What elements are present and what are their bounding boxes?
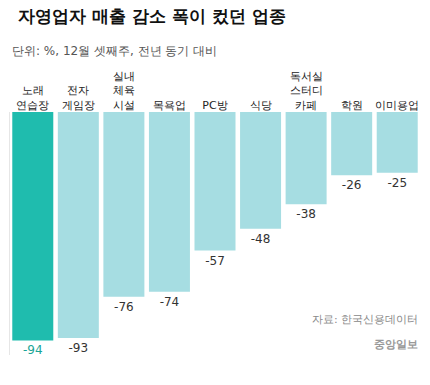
svg-text:이미용업: 이미용업 (375, 99, 419, 112)
svg-text:독서실스터디카페: 독서실스터디카페 (290, 70, 323, 112)
svg-text:PC방: PC방 (202, 99, 227, 112)
svg-text:노래연습장: 노래연습장 (16, 85, 49, 112)
svg-text:-74: -74 (160, 295, 180, 309)
svg-text:-38: -38 (296, 207, 316, 221)
svg-text:중앙일보: 중앙일보 (374, 338, 418, 351)
svg-text:-94: -94 (23, 343, 43, 357)
svg-text:자료: 한국신용데이터: 자료: 한국신용데이터 (312, 313, 418, 326)
svg-text:-57: -57 (205, 254, 225, 268)
svg-text:-26: -26 (342, 178, 362, 192)
svg-text:-93: -93 (69, 341, 89, 355)
svg-text:실내체육시설: 실내체육시설 (113, 70, 135, 112)
svg-text:-48: -48 (251, 232, 271, 246)
svg-text:전자게임장: 전자게임장 (62, 85, 95, 112)
svg-text:식당: 식당 (250, 99, 272, 112)
svg-text:학원: 학원 (341, 99, 363, 112)
svg-text:-76: -76 (114, 300, 134, 314)
svg-text:목욕업: 목욕업 (153, 99, 186, 112)
svg-text:자영업자 매출 감소 폭이 컸던 업종: 자영업자 매출 감소 폭이 컸던 업종 (18, 6, 286, 26)
svg-text:단위: %, 12월 셋째주, 전년 동기 대비: 단위: %, 12월 셋째주, 전년 동기 대비 (12, 44, 217, 58)
svg-text:-25: -25 (387, 176, 407, 190)
